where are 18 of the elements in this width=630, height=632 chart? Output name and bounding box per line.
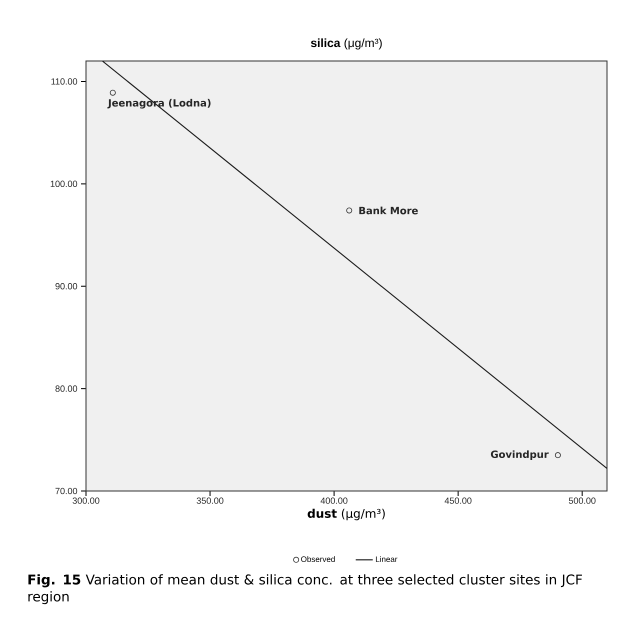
- x-tick-label: 350.00: [196, 497, 224, 504]
- y-tick-label: 110.00: [51, 78, 78, 85]
- annotation: Bank More: [359, 206, 418, 214]
- x-axis-title: dust (μg/m³): [308, 508, 385, 520]
- point: [110, 90, 116, 96]
- y-tick-label: 90.00: [55, 283, 78, 290]
- x-tick-label: 400.00: [320, 497, 348, 504]
- x-tick-label: 500.00: [568, 497, 596, 504]
- annotation: Govindpur: [490, 450, 549, 460]
- y-tick-label: 100.00: [50, 180, 78, 188]
- y-tick-label: 80.00: [55, 385, 78, 392]
- point: [554, 452, 561, 458]
- chart-title: silica (μg/m³): [310, 38, 382, 50]
- x-tick-label: 450.00: [444, 497, 472, 504]
- x-tick-label: 300.00: [72, 497, 100, 504]
- y-tick-label: 70.00: [56, 488, 78, 494]
- text: Fig. 15 Variation of mean dust & silica conc. at three selected cluster sites in JCF region: [28, 574, 582, 604]
- point: [346, 207, 352, 214]
